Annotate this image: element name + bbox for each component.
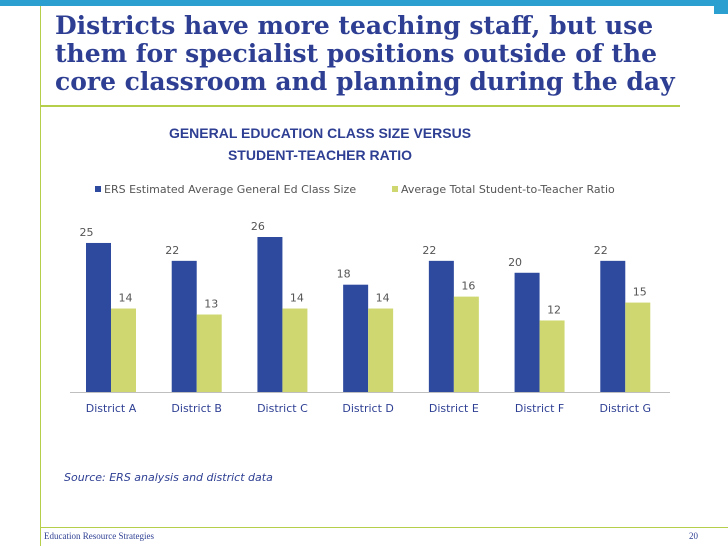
slide-title-line-1: Districts have more teaching staff, but …	[55, 11, 654, 40]
category-label-1: District A	[86, 402, 137, 415]
category-label-2: District B	[171, 402, 222, 415]
data-label-1-4: 18	[337, 268, 351, 281]
slide-title-line-3: core classroom and planning during the d…	[55, 67, 675, 96]
slide-title: Districts have more teaching staff, but …	[55, 12, 695, 96]
data-label-1-6: 20	[508, 256, 522, 269]
bar-2-3	[282, 308, 308, 392]
bar-2-5	[453, 296, 479, 392]
data-label-1-3: 26	[251, 220, 265, 233]
chart-title-line-1: GENERAL EDUCATION CLASS SIZE VERSUS	[168, 125, 472, 141]
category-label-6: District F	[515, 402, 564, 415]
category-label-5: District E	[429, 402, 479, 415]
title-underline	[40, 105, 680, 107]
bar-2-1	[111, 308, 136, 392]
left-rule	[40, 6, 41, 546]
data-label-2-2: 13	[204, 298, 218, 311]
bar-1-6	[514, 272, 540, 392]
category-label-4: District D	[342, 402, 393, 415]
category-label-3: District C	[257, 402, 308, 415]
bar-2-4	[368, 308, 394, 392]
chart-title-line-2: STUDENT-TEACHER RATIO	[227, 147, 413, 163]
data-label-1-2: 22	[165, 244, 179, 257]
data-label-2-5: 16	[461, 280, 475, 293]
bar-1-1	[86, 242, 111, 392]
category-label-7: District G	[600, 402, 652, 415]
legend-swatch-2	[392, 186, 398, 192]
bar-2-6	[539, 320, 565, 392]
source-note: Source: ERS analysis and district data	[64, 471, 273, 484]
legend-swatch-1	[95, 186, 101, 192]
corner-accent	[714, 0, 728, 14]
bar-2-7	[625, 302, 651, 392]
data-label-1-1: 25	[80, 226, 94, 239]
legend-label-1: ERS Estimated Average General Ed Class S…	[104, 183, 356, 196]
data-label-2-4: 14	[376, 292, 390, 305]
slide-title-line-2: them for specialist positions outside of…	[55, 39, 658, 68]
data-label-1-5: 22	[422, 244, 436, 257]
data-label-2-6: 12	[547, 303, 561, 316]
bar-1-7	[600, 260, 626, 392]
data-label-1-7: 22	[594, 244, 608, 257]
top-accent-bar	[0, 0, 728, 6]
bar-1-5	[428, 260, 454, 392]
data-label-2-1: 14	[119, 292, 133, 305]
bar-2-2	[196, 314, 222, 392]
data-label-2-7: 15	[633, 286, 647, 299]
chart-title: GENERAL EDUCATION CLASS SIZE VERSUS STUD…	[100, 122, 540, 166]
bar-1-4	[343, 284, 369, 392]
page-number: 20	[689, 531, 698, 541]
footer-rule	[40, 527, 728, 528]
data-label-2-3: 14	[290, 292, 304, 305]
legend-label-2: Average Total Student-to-Teacher Ratio	[401, 183, 615, 196]
bar-1-2	[171, 260, 197, 392]
bar-1-3	[257, 237, 283, 392]
footer-org-name: Education Resource Strategies	[44, 531, 154, 541]
